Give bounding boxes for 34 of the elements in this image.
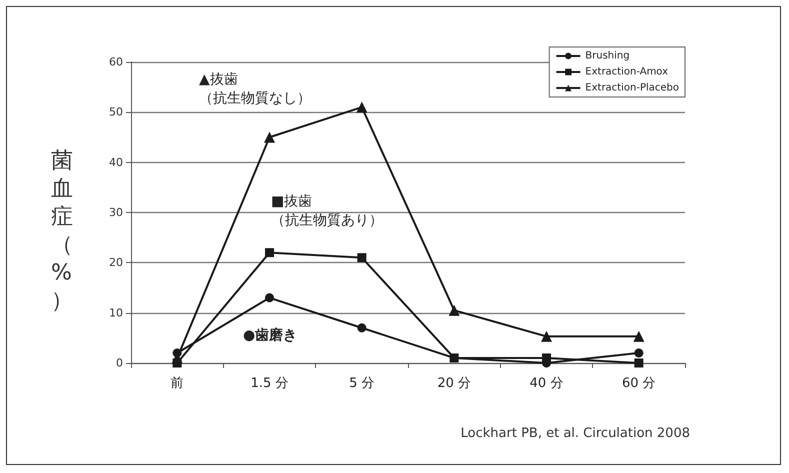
point — [356, 102, 368, 113]
x-tick-label: 60 分 — [622, 376, 656, 391]
y-tick-label: 50 — [109, 106, 123, 119]
x-tick-label: 20 分 — [437, 376, 472, 391]
annotation: ●歯磨き — [243, 326, 298, 344]
y-axis-title: 菌血症（%） — [51, 148, 73, 314]
x-tick-label: 前 — [170, 376, 184, 391]
point — [265, 293, 274, 302]
annotation: ▲抜歯（抗生物質なし） — [199, 72, 311, 106]
point — [357, 253, 366, 262]
y-tick-label: 30 — [109, 206, 123, 219]
point — [450, 353, 459, 362]
point — [634, 358, 644, 368]
x-tick-label: 1.5 分 — [250, 376, 288, 391]
x-tick-label: 5 分 — [349, 376, 375, 391]
y-tick-label: 60 — [109, 56, 123, 68]
point — [634, 348, 644, 358]
legend-label: Extraction-Placebo — [585, 82, 680, 94]
legend-label: Brushing — [585, 50, 630, 62]
annotation: ■抜歯（抗生物質あり） — [271, 194, 383, 228]
y-tick-label: 20 — [109, 256, 123, 270]
point — [633, 330, 644, 342]
point — [265, 248, 274, 258]
point — [448, 304, 460, 316]
point — [542, 353, 551, 362]
y-tick-label: 40 — [109, 156, 123, 169]
legend-label: Extraction-Amox — [585, 66, 668, 78]
y-tick-label: 10 — [109, 306, 123, 320]
text: Lockhart PB, et al. Circulation 2008 — [460, 426, 690, 441]
point — [264, 132, 275, 143]
point — [541, 330, 552, 342]
y-tick-label: 0 — [116, 356, 123, 370]
x-tick-label: 40 分 — [530, 376, 564, 391]
point — [357, 323, 366, 332]
